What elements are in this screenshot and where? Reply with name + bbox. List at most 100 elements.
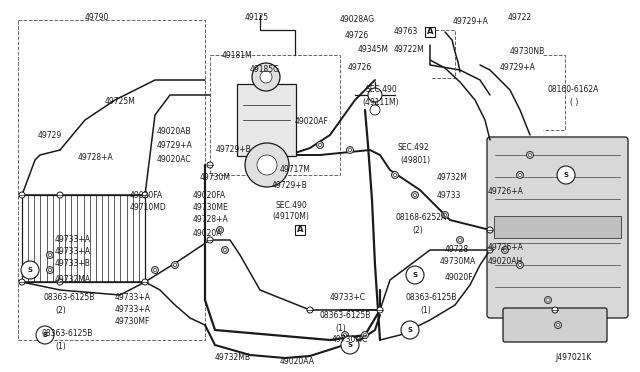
Text: S: S [42, 332, 47, 338]
Circle shape [557, 166, 575, 184]
Circle shape [245, 143, 289, 187]
Text: 49181M: 49181M [222, 51, 253, 60]
Circle shape [342, 331, 349, 339]
Text: J497021K: J497021K [555, 353, 591, 362]
Text: 49729+A: 49729+A [157, 141, 193, 151]
Text: 49028AG: 49028AG [340, 16, 375, 25]
Text: 49729+B: 49729+B [272, 180, 308, 189]
Text: 49020AC: 49020AC [157, 155, 191, 164]
Text: 49730ME: 49730ME [193, 202, 228, 212]
Circle shape [370, 105, 380, 115]
Text: A: A [297, 225, 303, 234]
Circle shape [260, 71, 272, 83]
Text: 49726: 49726 [345, 31, 369, 39]
Text: 49725M: 49725M [105, 97, 136, 106]
Text: 49732MA: 49732MA [55, 276, 91, 285]
Text: 49020AF: 49020AF [295, 118, 329, 126]
Circle shape [19, 192, 25, 198]
Text: 49730MC: 49730MC [332, 336, 368, 344]
Circle shape [527, 151, 534, 158]
Bar [425, 27, 435, 37]
Circle shape [516, 262, 524, 269]
Circle shape [346, 147, 353, 154]
Text: 49733+A: 49733+A [115, 305, 151, 314]
Text: 49345M: 49345M [358, 45, 389, 55]
Text: 49732M: 49732M [437, 173, 468, 183]
Text: 49020AH: 49020AH [488, 257, 524, 266]
Text: 49710MD: 49710MD [130, 202, 167, 212]
Circle shape [317, 141, 323, 148]
Text: (49111M): (49111M) [362, 97, 399, 106]
Circle shape [252, 63, 280, 91]
Circle shape [529, 153, 532, 157]
Circle shape [36, 326, 54, 344]
Text: 49020AA: 49020AA [280, 357, 315, 366]
Circle shape [142, 192, 148, 198]
Circle shape [344, 333, 347, 337]
Text: S: S [408, 327, 413, 333]
Circle shape [552, 307, 558, 313]
Text: 49732MB: 49732MB [215, 353, 251, 362]
Text: 08363-6125B: 08363-6125B [320, 311, 371, 321]
Text: 49733+C: 49733+C [330, 294, 366, 302]
Text: 49733+A: 49733+A [115, 294, 151, 302]
Text: 49729+B: 49729+B [216, 145, 252, 154]
Circle shape [49, 269, 52, 272]
Circle shape [19, 279, 25, 285]
Circle shape [547, 298, 550, 302]
Circle shape [401, 321, 419, 339]
Circle shape [444, 214, 447, 217]
Text: 49726+A: 49726+A [488, 187, 524, 196]
Circle shape [413, 193, 417, 196]
Text: 49730NB: 49730NB [510, 48, 545, 57]
FancyBboxPatch shape [237, 84, 296, 156]
Circle shape [364, 333, 367, 337]
Circle shape [142, 279, 148, 285]
Text: 49763: 49763 [394, 28, 419, 36]
Circle shape [362, 331, 369, 339]
Circle shape [394, 173, 397, 177]
Circle shape [392, 171, 399, 179]
Text: 49722M: 49722M [394, 45, 425, 55]
Circle shape [319, 144, 321, 147]
Text: S: S [348, 342, 353, 348]
Circle shape [518, 263, 522, 267]
Text: 49730MA: 49730MA [440, 257, 476, 266]
Circle shape [556, 323, 559, 327]
Circle shape [458, 238, 461, 241]
Text: (1): (1) [55, 341, 66, 350]
Text: 49020FA: 49020FA [193, 190, 226, 199]
Text: A: A [427, 28, 433, 36]
Circle shape [348, 148, 351, 151]
Circle shape [173, 263, 177, 267]
Text: 49020A: 49020A [193, 228, 223, 237]
Circle shape [307, 307, 313, 313]
FancyBboxPatch shape [494, 216, 621, 238]
Text: SEC.490: SEC.490 [365, 86, 397, 94]
Text: 49733+A: 49733+A [55, 247, 91, 257]
Circle shape [152, 266, 159, 273]
FancyBboxPatch shape [503, 308, 607, 342]
Circle shape [456, 237, 463, 244]
Circle shape [218, 228, 221, 232]
Circle shape [49, 253, 52, 257]
Text: 49729+A: 49729+A [500, 64, 536, 73]
Circle shape [207, 162, 213, 168]
Text: 49728+A: 49728+A [193, 215, 228, 224]
Circle shape [172, 262, 179, 269]
Text: S: S [28, 267, 33, 273]
Text: 49733: 49733 [437, 190, 461, 199]
Circle shape [504, 248, 507, 251]
Text: 49733+B: 49733+B [55, 260, 91, 269]
Text: 08363-6125B: 08363-6125B [42, 330, 93, 339]
Text: 49726+A: 49726+A [488, 244, 524, 253]
Circle shape [47, 266, 54, 273]
Text: 49185G: 49185G [250, 65, 280, 74]
Circle shape [221, 247, 228, 253]
Text: 49729+A: 49729+A [453, 17, 489, 26]
Text: 49020F: 49020F [445, 273, 474, 282]
Text: 49729: 49729 [38, 131, 62, 140]
Circle shape [406, 266, 424, 284]
Circle shape [502, 247, 509, 253]
Circle shape [554, 321, 561, 328]
